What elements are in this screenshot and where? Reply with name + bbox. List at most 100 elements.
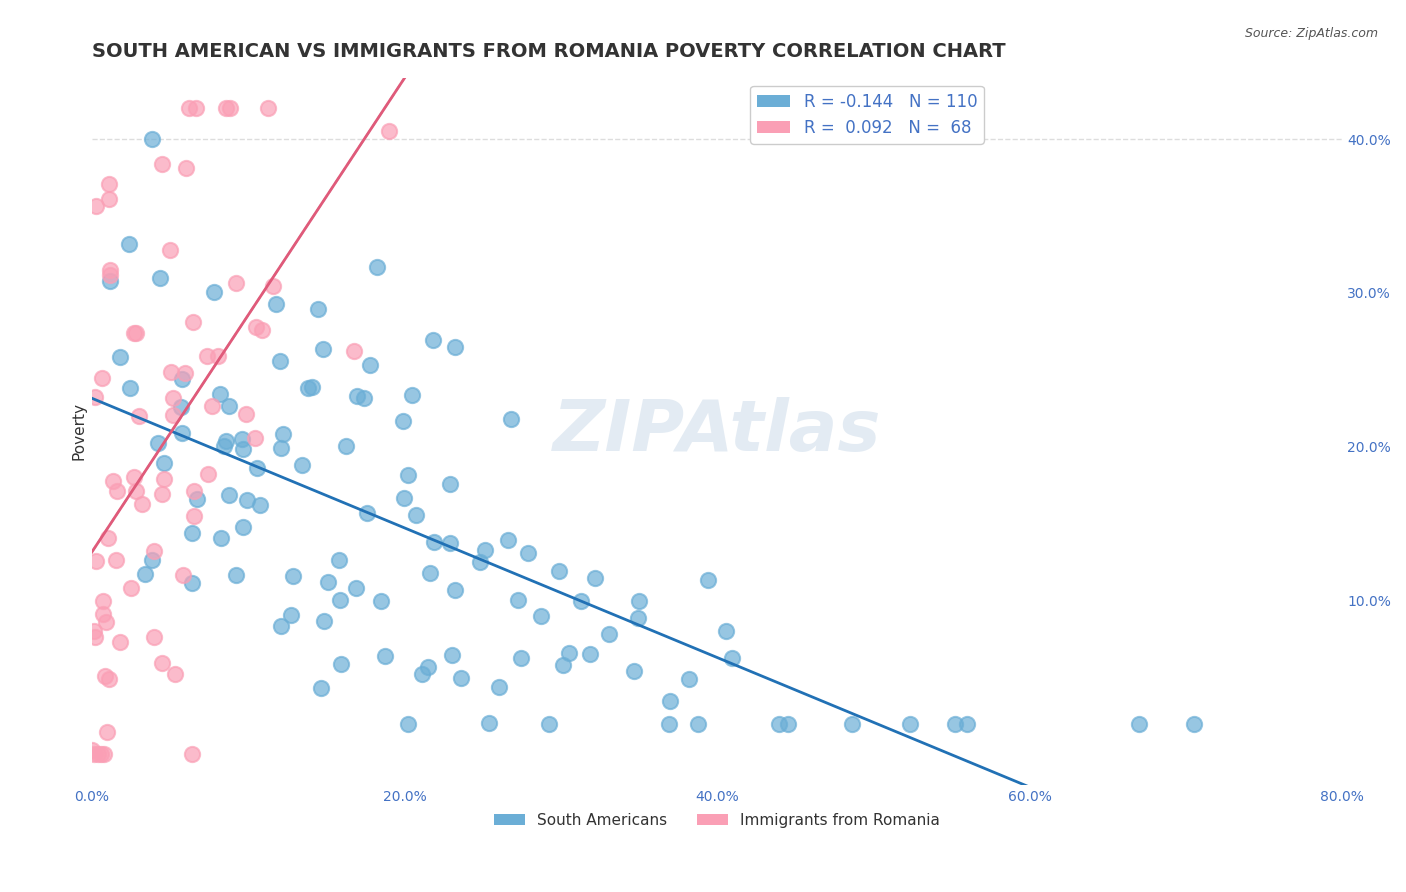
Point	[291, 458, 314, 472]
Point	[84, 199, 107, 213]
Point	[98, 263, 121, 277]
Point	[318, 575, 340, 590]
Point	[898, 716, 921, 731]
Point	[330, 657, 353, 671]
Point	[159, 365, 181, 379]
Point	[439, 477, 461, 491]
Point	[82, 743, 104, 757]
Point	[283, 568, 305, 582]
Point	[270, 442, 292, 456]
Point	[257, 101, 280, 115]
Point	[142, 543, 165, 558]
Point	[312, 342, 335, 356]
Legend: South Americans, Immigrants from Romania: South Americans, Immigrants from Romania	[488, 807, 946, 834]
Point	[197, 350, 219, 364]
Point	[370, 594, 392, 608]
Point	[269, 353, 291, 368]
Point	[90, 747, 112, 762]
Point	[174, 161, 197, 176]
Point	[488, 681, 510, 695]
Point	[392, 414, 415, 428]
Point	[183, 508, 205, 523]
Point	[450, 671, 472, 685]
Point	[1128, 716, 1150, 731]
Point	[84, 390, 107, 404]
Point	[215, 434, 238, 449]
Point	[1182, 716, 1205, 731]
Point	[186, 491, 208, 506]
Point	[173, 366, 195, 380]
Point	[444, 340, 467, 354]
Point	[105, 484, 128, 499]
Point	[558, 646, 581, 660]
Point	[218, 488, 240, 502]
Point	[530, 609, 553, 624]
Point	[148, 436, 170, 450]
Point	[97, 531, 120, 545]
Point	[162, 391, 184, 405]
Point	[569, 594, 592, 608]
Point	[262, 279, 284, 293]
Point	[478, 715, 501, 730]
Point	[627, 594, 650, 608]
Point	[658, 694, 681, 708]
Point	[250, 323, 273, 337]
Point	[499, 411, 522, 425]
Point	[658, 716, 681, 731]
Point	[181, 525, 204, 540]
Point	[378, 124, 401, 138]
Point	[131, 498, 153, 512]
Point	[271, 427, 294, 442]
Point	[344, 581, 367, 595]
Point	[246, 460, 269, 475]
Point	[232, 520, 254, 534]
Point	[162, 408, 184, 422]
Point	[179, 101, 201, 115]
Text: SOUTH AMERICAN VS IMMIGRANTS FROM ROMANIA POVERTY CORRELATION CHART: SOUTH AMERICAN VS IMMIGRANTS FROM ROMANI…	[91, 42, 1005, 61]
Point	[93, 747, 115, 762]
Point	[83, 630, 105, 644]
Point	[122, 326, 145, 341]
Point	[159, 244, 181, 258]
Point	[328, 553, 350, 567]
Point	[172, 425, 194, 440]
Point	[122, 470, 145, 484]
Point	[97, 177, 120, 191]
Point	[83, 747, 105, 762]
Point	[956, 716, 979, 731]
Text: ZIPAtlas: ZIPAtlas	[553, 397, 882, 466]
Point	[943, 716, 966, 731]
Point	[183, 483, 205, 498]
Point	[225, 568, 247, 582]
Point	[150, 157, 173, 171]
Point	[396, 468, 419, 483]
Point	[578, 647, 600, 661]
Point	[104, 552, 127, 566]
Point	[83, 624, 105, 639]
Point	[498, 533, 520, 548]
Point	[841, 716, 863, 731]
Point	[583, 571, 606, 585]
Point	[441, 648, 464, 662]
Y-axis label: Poverty: Poverty	[72, 402, 86, 460]
Point	[125, 326, 148, 340]
Point	[720, 651, 742, 665]
Point	[93, 594, 115, 608]
Point	[396, 716, 419, 731]
Point	[96, 725, 118, 739]
Point	[598, 627, 620, 641]
Point	[346, 389, 368, 403]
Point	[128, 409, 150, 423]
Point	[209, 387, 232, 401]
Point	[101, 474, 124, 488]
Point	[153, 471, 176, 485]
Point	[714, 624, 737, 638]
Point	[212, 439, 235, 453]
Point	[180, 747, 202, 762]
Point	[356, 506, 378, 520]
Point	[444, 582, 467, 597]
Point	[90, 371, 112, 385]
Point	[202, 285, 225, 299]
Point	[96, 615, 118, 629]
Point	[474, 543, 496, 558]
